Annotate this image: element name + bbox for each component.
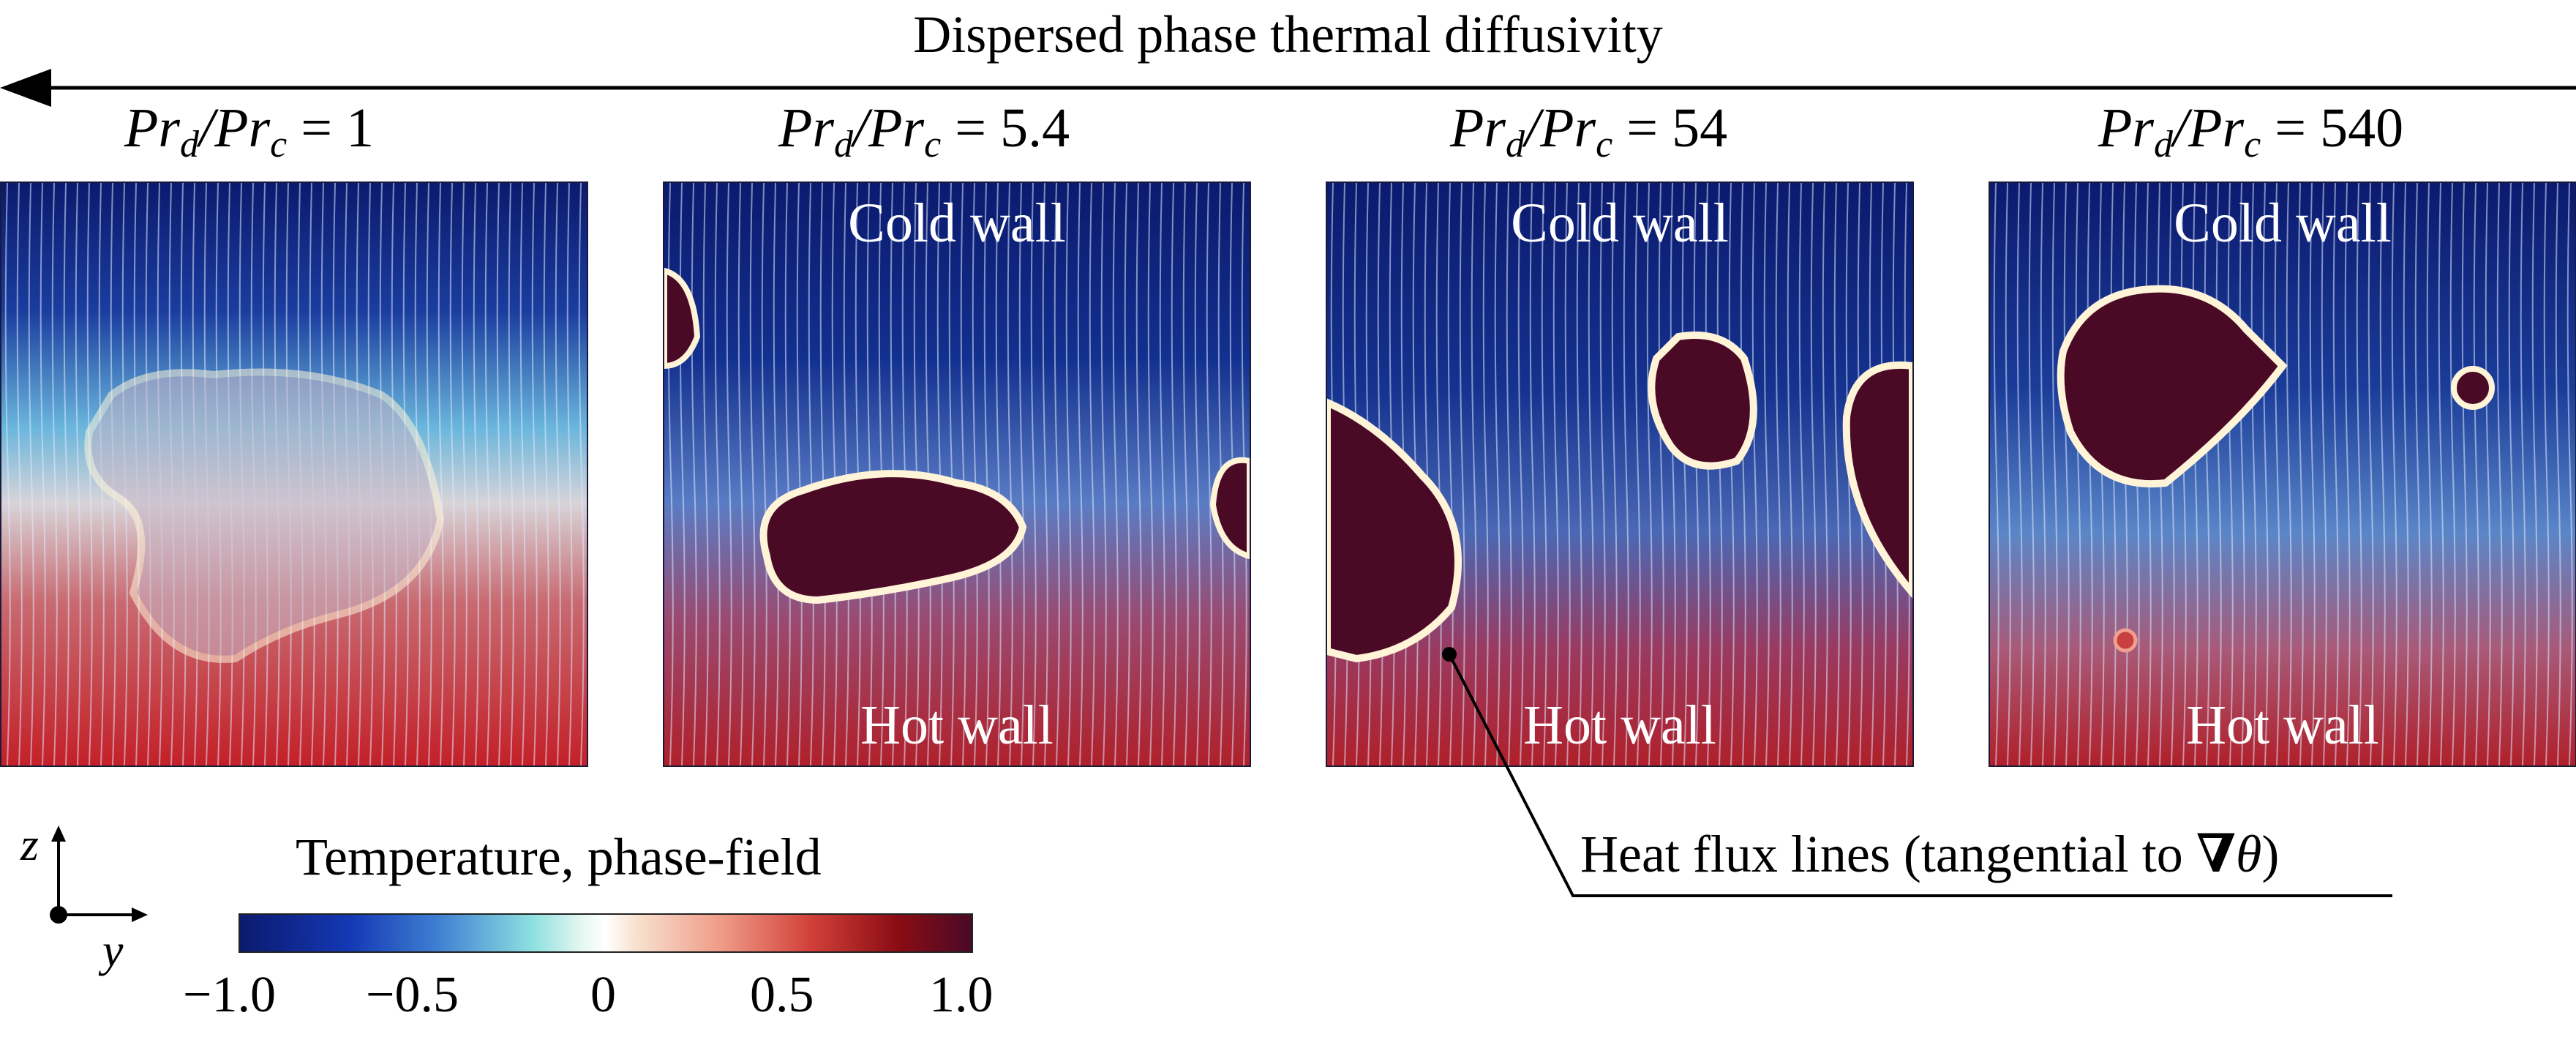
nabla-symbol: ∇ [2196, 825, 2236, 883]
diagram-title: Dispersed phase thermal diffusivity [913, 5, 1663, 64]
label-mid: /Pr [2173, 97, 2245, 159]
panel-label-2: Prd/Prc = 5.4 [778, 95, 1070, 164]
droplet-edge-left [664, 267, 701, 370]
droplet [84, 368, 445, 663]
droplet-edge-right [1209, 457, 1250, 560]
hot-wall-label: Hot wall [860, 695, 1054, 756]
simulation-panel-3: Cold wall Hot wall [1326, 181, 1914, 767]
label-sub-d: d [1506, 124, 1525, 165]
cold-wall-label: Cold wall [2174, 192, 2392, 254]
heat-flux-annotation: Heat flux lines (tangential to ∇θ) [1580, 821, 2279, 887]
annotation-close: ) [2261, 825, 2280, 883]
temperature-field-1 [1, 183, 587, 765]
diffusivity-arrow [0, 69, 2576, 107]
cold-wall-label: Cold wall [848, 192, 1066, 254]
label-prefix: Pr [1450, 97, 1506, 159]
label-prefix: Pr [2098, 97, 2154, 159]
label-sub-c: c [270, 124, 288, 165]
colorbar-title: Temperature, phase-field [296, 828, 822, 886]
panel-label-4: Prd/Prc = 540 [2098, 95, 2404, 164]
label-prefix: Pr [124, 97, 180, 159]
y-axis-label: y [98, 924, 124, 976]
small-droplet [2451, 366, 2495, 410]
label-value: = 1 [287, 97, 375, 159]
colorbar-tick: −0.5 [366, 967, 459, 1023]
annotation-text: Heat flux lines (tangential to [1580, 825, 2196, 883]
temperature-field-2 [664, 183, 1250, 765]
z-axis-label: z [20, 820, 39, 870]
label-sub-c: c [2244, 124, 2261, 165]
droplet [1648, 332, 1757, 470]
hot-wall-label: Hot wall [2186, 695, 2379, 756]
theta-symbol: θ [2235, 825, 2262, 883]
droplet-edge-right [1842, 361, 1912, 599]
hot-wall-label: Hot wall [1523, 695, 1716, 756]
droplet [2057, 285, 2288, 488]
colorbar-tick: −1.0 [183, 967, 276, 1023]
simulation-panel-4: Cold wall Hot wall [1989, 181, 2576, 767]
colorbar-tick: 1.0 [929, 967, 994, 1023]
cold-wall-label: Cold wall [1511, 192, 1729, 254]
label-mid: /Pr [853, 97, 925, 159]
simulation-panel-2: Cold wall Hot wall [663, 181, 1251, 767]
label-sub-d: d [180, 124, 199, 165]
label-value: = 540 [2261, 97, 2404, 159]
label-prefix: Pr [778, 97, 834, 159]
label-sub-d: d [834, 124, 853, 165]
label-value: = 54 [1612, 97, 1728, 159]
colorbar [239, 913, 973, 953]
small-droplet [2113, 628, 2138, 653]
temperature-field-3 [1327, 183, 1912, 765]
colorbar-tick: 0.5 [750, 967, 814, 1023]
colorbar-tick: 0 [590, 967, 616, 1023]
annotation-leader-line [1442, 647, 2392, 897]
temperature-field-4 [1990, 183, 2575, 765]
panel-label-3: Prd/Prc = 54 [1450, 95, 1728, 164]
simulation-panel-1 [0, 181, 588, 767]
panel-label-1: Prd/Prc = 1 [124, 95, 375, 164]
label-value: = 5.4 [941, 97, 1070, 159]
droplet [759, 470, 1027, 604]
label-sub-c: c [1596, 124, 1613, 165]
label-sub-d: d [2154, 124, 2173, 165]
coordinate-axes: z y [20, 820, 148, 976]
droplet [1327, 398, 1462, 663]
label-mid: /Pr [1525, 97, 1596, 159]
label-mid: /Pr [199, 97, 271, 159]
label-sub-c: c [924, 124, 942, 165]
